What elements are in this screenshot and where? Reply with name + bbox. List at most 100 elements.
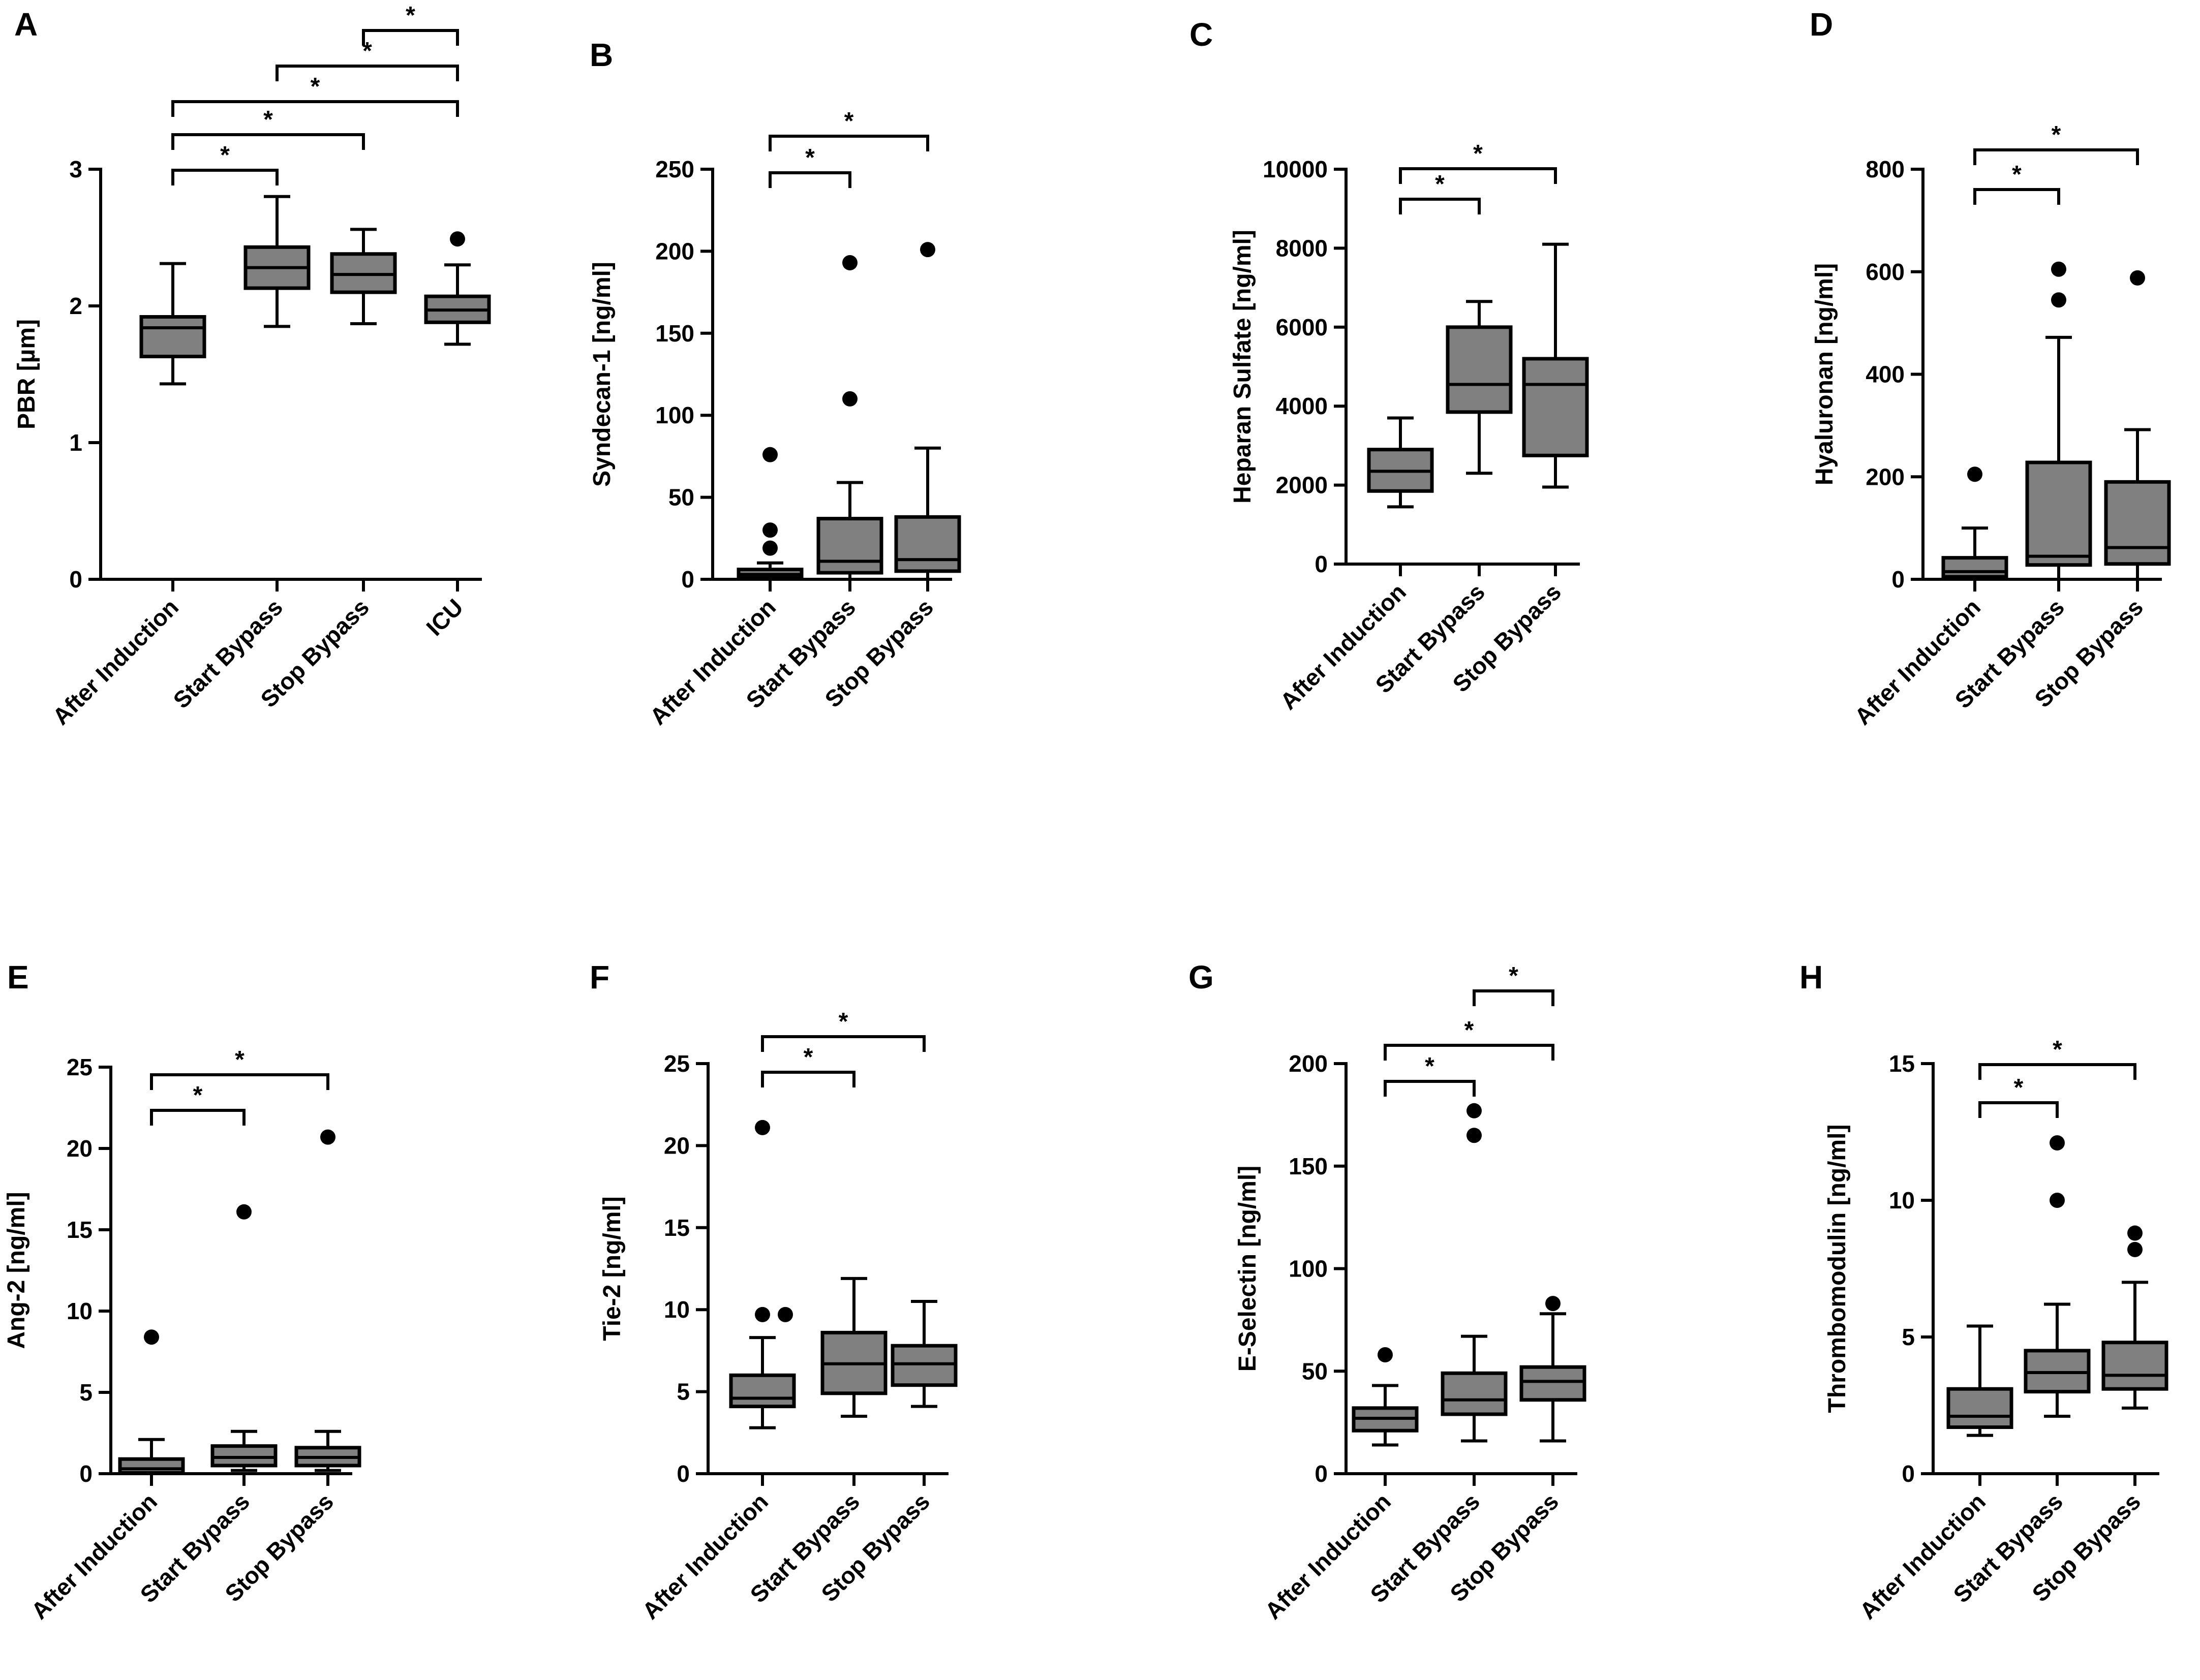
significance-star: * (1425, 1053, 1434, 1080)
outlier-point (144, 1329, 159, 1345)
y-tick-label: 800 (1866, 156, 1905, 182)
box-iqr (1519, 1365, 1586, 1402)
y-tick-label: 0 (1891, 566, 1905, 593)
outlier-point (755, 1306, 770, 1322)
outlier-point (450, 231, 465, 247)
x-tick-label: ICU (421, 594, 468, 641)
y-tick-label: 5 (79, 1379, 93, 1406)
box-3 (294, 1129, 361, 1472)
outlier-point (1466, 1128, 1482, 1143)
significance-bracket: * (769, 144, 851, 188)
significance-star: * (805, 144, 815, 171)
outlier-point (762, 447, 778, 462)
significance-star: * (220, 142, 230, 169)
outlier-point (2050, 1193, 2065, 1208)
bracket-line (171, 100, 459, 117)
significance-bracket: * (1473, 962, 1554, 1006)
outlier-point (755, 1119, 770, 1135)
box-iqr (1941, 556, 2008, 579)
y-tick-label: 4000 (1276, 393, 1328, 419)
panel-letter: A (14, 6, 38, 43)
box-3 (1522, 242, 1589, 489)
box-iqr (2025, 460, 2092, 567)
y-tick-label: 100 (1289, 1256, 1328, 1282)
y-tick-label: 0 (1902, 1460, 1915, 1487)
significance-bracket: * (1399, 140, 1557, 184)
outlier-point (842, 391, 858, 407)
box-2 (210, 1204, 278, 1472)
significance-star: * (2012, 161, 2022, 188)
box-1 (729, 1119, 796, 1429)
y-tick-label: 0 (1315, 551, 1328, 577)
panel-letter: F (590, 959, 609, 995)
panel-letter: B (590, 37, 613, 73)
significance-star: * (2052, 121, 2061, 148)
y-tick-label: 10000 (1263, 156, 1328, 182)
box-iqr (894, 515, 961, 573)
y-axis-label: E-Selectin [ng/ml] (1234, 1166, 1261, 1372)
box-4 (424, 231, 491, 346)
y-tick-label: 15 (67, 1217, 93, 1243)
y-tick-label: 8000 (1276, 235, 1328, 261)
significance-star: * (406, 2, 415, 29)
x-tick-label: After Induction (637, 1488, 773, 1624)
significance-star: * (193, 1082, 203, 1109)
panel-letter: H (1799, 959, 1823, 995)
y-tick-label: 10 (1889, 1187, 1915, 1214)
bracket-line (1384, 1080, 1476, 1097)
significance-star: * (839, 1008, 848, 1035)
y-tick-label: 600 (1866, 259, 1905, 285)
y-tick-label: 250 (655, 156, 694, 182)
y-tick-label: 0 (677, 1460, 690, 1487)
y-tick-label: 1 (69, 429, 82, 456)
box-1 (1352, 1347, 1419, 1447)
box-iqr (891, 1344, 958, 1387)
significance-star: * (1473, 140, 1483, 167)
outlier-point (236, 1204, 252, 1220)
y-tick-label: 6000 (1276, 314, 1328, 340)
y-tick-label: 5 (1902, 1324, 1915, 1350)
box-2 (2025, 261, 2092, 581)
y-tick-label: 0 (1315, 1460, 1328, 1487)
x-tick-label: After Induction (26, 1488, 162, 1624)
bracket-line (1399, 198, 1481, 214)
significance-bracket: * (362, 2, 459, 46)
y-tick-label: 50 (668, 484, 694, 511)
bracket-line (171, 133, 365, 150)
bracket-line (1399, 167, 1557, 184)
box-iqr (139, 315, 206, 359)
significance-bracket: * (1978, 1036, 2136, 1080)
outlier-point (2051, 292, 2066, 308)
y-tick-label: 200 (655, 238, 694, 264)
significance-star: * (1435, 171, 1445, 198)
y-tick-label: 200 (1866, 463, 1905, 490)
box-3 (894, 242, 961, 581)
significance-star: * (263, 106, 273, 133)
y-tick-label: 150 (1289, 1153, 1328, 1179)
box-iqr (2104, 480, 2171, 566)
significance-bracket: * (1973, 161, 2060, 205)
outlier-point (920, 242, 935, 258)
y-tick-label: 2000 (1276, 472, 1328, 499)
outlier-point (1545, 1296, 1561, 1312)
box-iqr (1522, 357, 1589, 457)
outlier-point (2051, 261, 2066, 277)
y-tick-label: 25 (664, 1050, 690, 1077)
significance-bracket: * (171, 106, 365, 150)
bracket-line (1978, 1063, 2136, 1080)
box-iqr (210, 1444, 278, 1468)
y-tick-label: 20 (67, 1135, 93, 1162)
box-iqr (729, 1373, 796, 1409)
bracket-line (171, 169, 279, 185)
box-3 (2101, 1225, 2168, 1410)
outlier-point (778, 1306, 793, 1322)
bracket-line (1978, 1101, 2059, 1118)
panel-letter: C (1189, 16, 1213, 53)
box-3 (2104, 270, 2171, 581)
y-tick-label: 2 (69, 293, 82, 319)
